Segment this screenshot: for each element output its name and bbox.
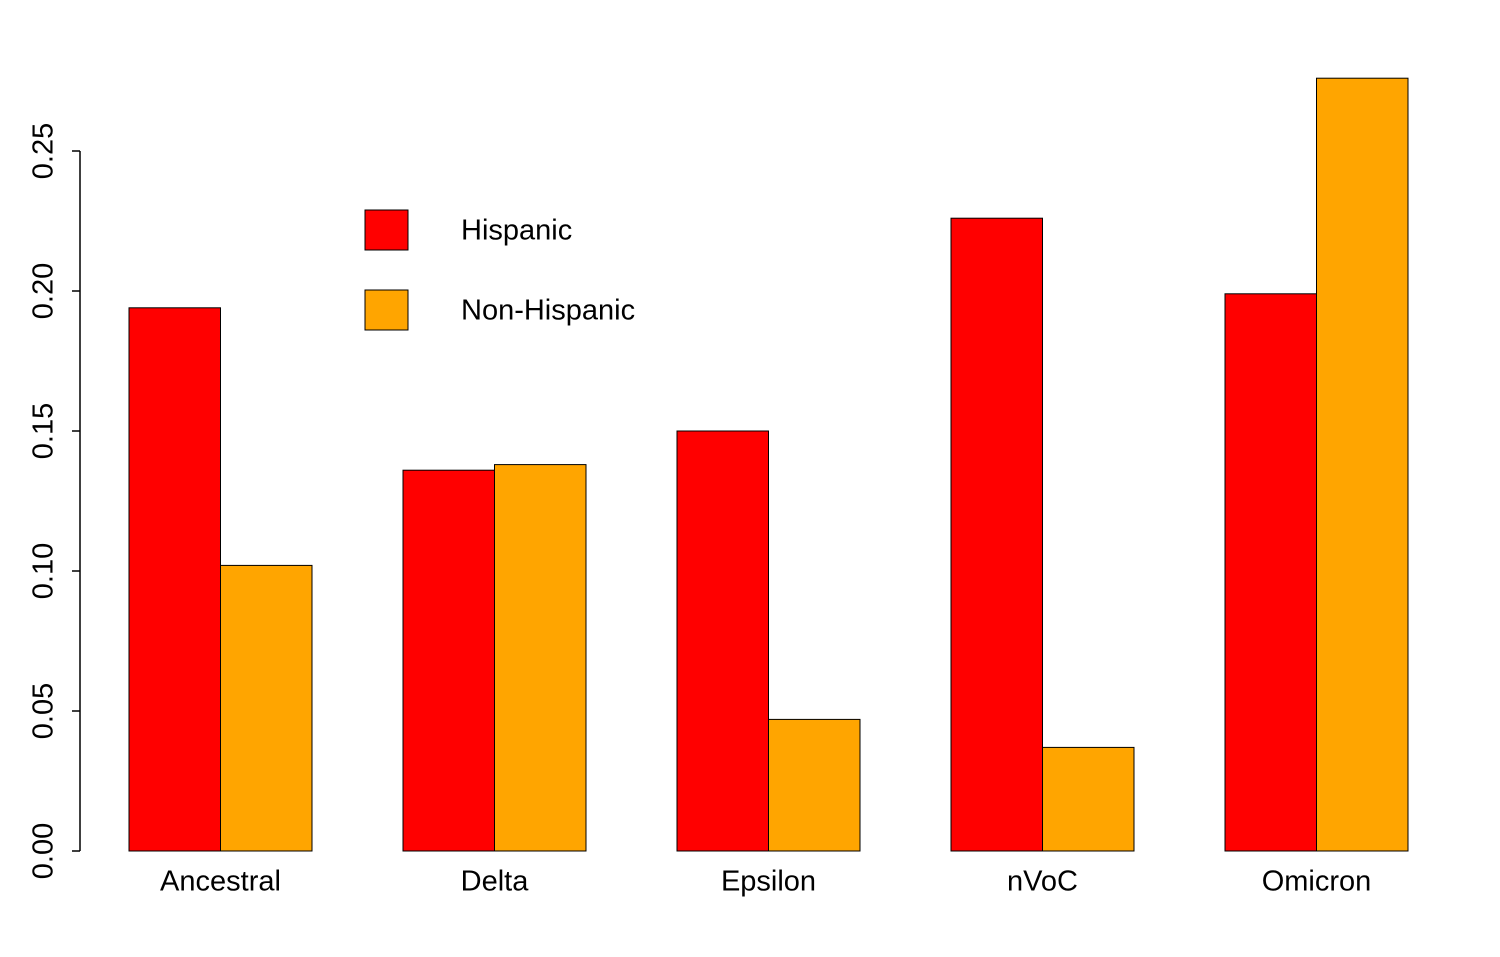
y-tick-label: 0.15	[28, 403, 60, 459]
bar	[128, 307, 221, 852]
legend-swatch	[364, 289, 409, 331]
legend-label: Hispanic	[461, 215, 572, 247]
y-tick-label: 0.05	[28, 683, 60, 739]
legend-label: Non-Hispanic	[461, 295, 635, 327]
bar	[676, 430, 769, 852]
x-tick-label: Epsilon	[721, 866, 816, 898]
x-tick-label: nVoC	[1007, 866, 1078, 898]
bar	[768, 718, 861, 852]
y-tick-label: 0.00	[28, 823, 60, 879]
bar	[494, 464, 587, 852]
x-tick-label: Omicron	[1262, 866, 1372, 898]
x-tick-label: Delta	[461, 866, 530, 898]
bar	[1224, 293, 1317, 852]
bar	[1316, 77, 1409, 852]
y-tick-label: 0.25	[28, 123, 60, 179]
bar	[402, 469, 495, 852]
bar	[220, 564, 313, 852]
x-tick-label: Ancestral	[160, 866, 281, 898]
y-tick-label: 0.20	[28, 263, 60, 319]
bar	[1042, 746, 1135, 852]
legend-swatch	[364, 209, 409, 251]
y-tick-label: 0.10	[28, 543, 60, 599]
bar	[950, 217, 1043, 852]
